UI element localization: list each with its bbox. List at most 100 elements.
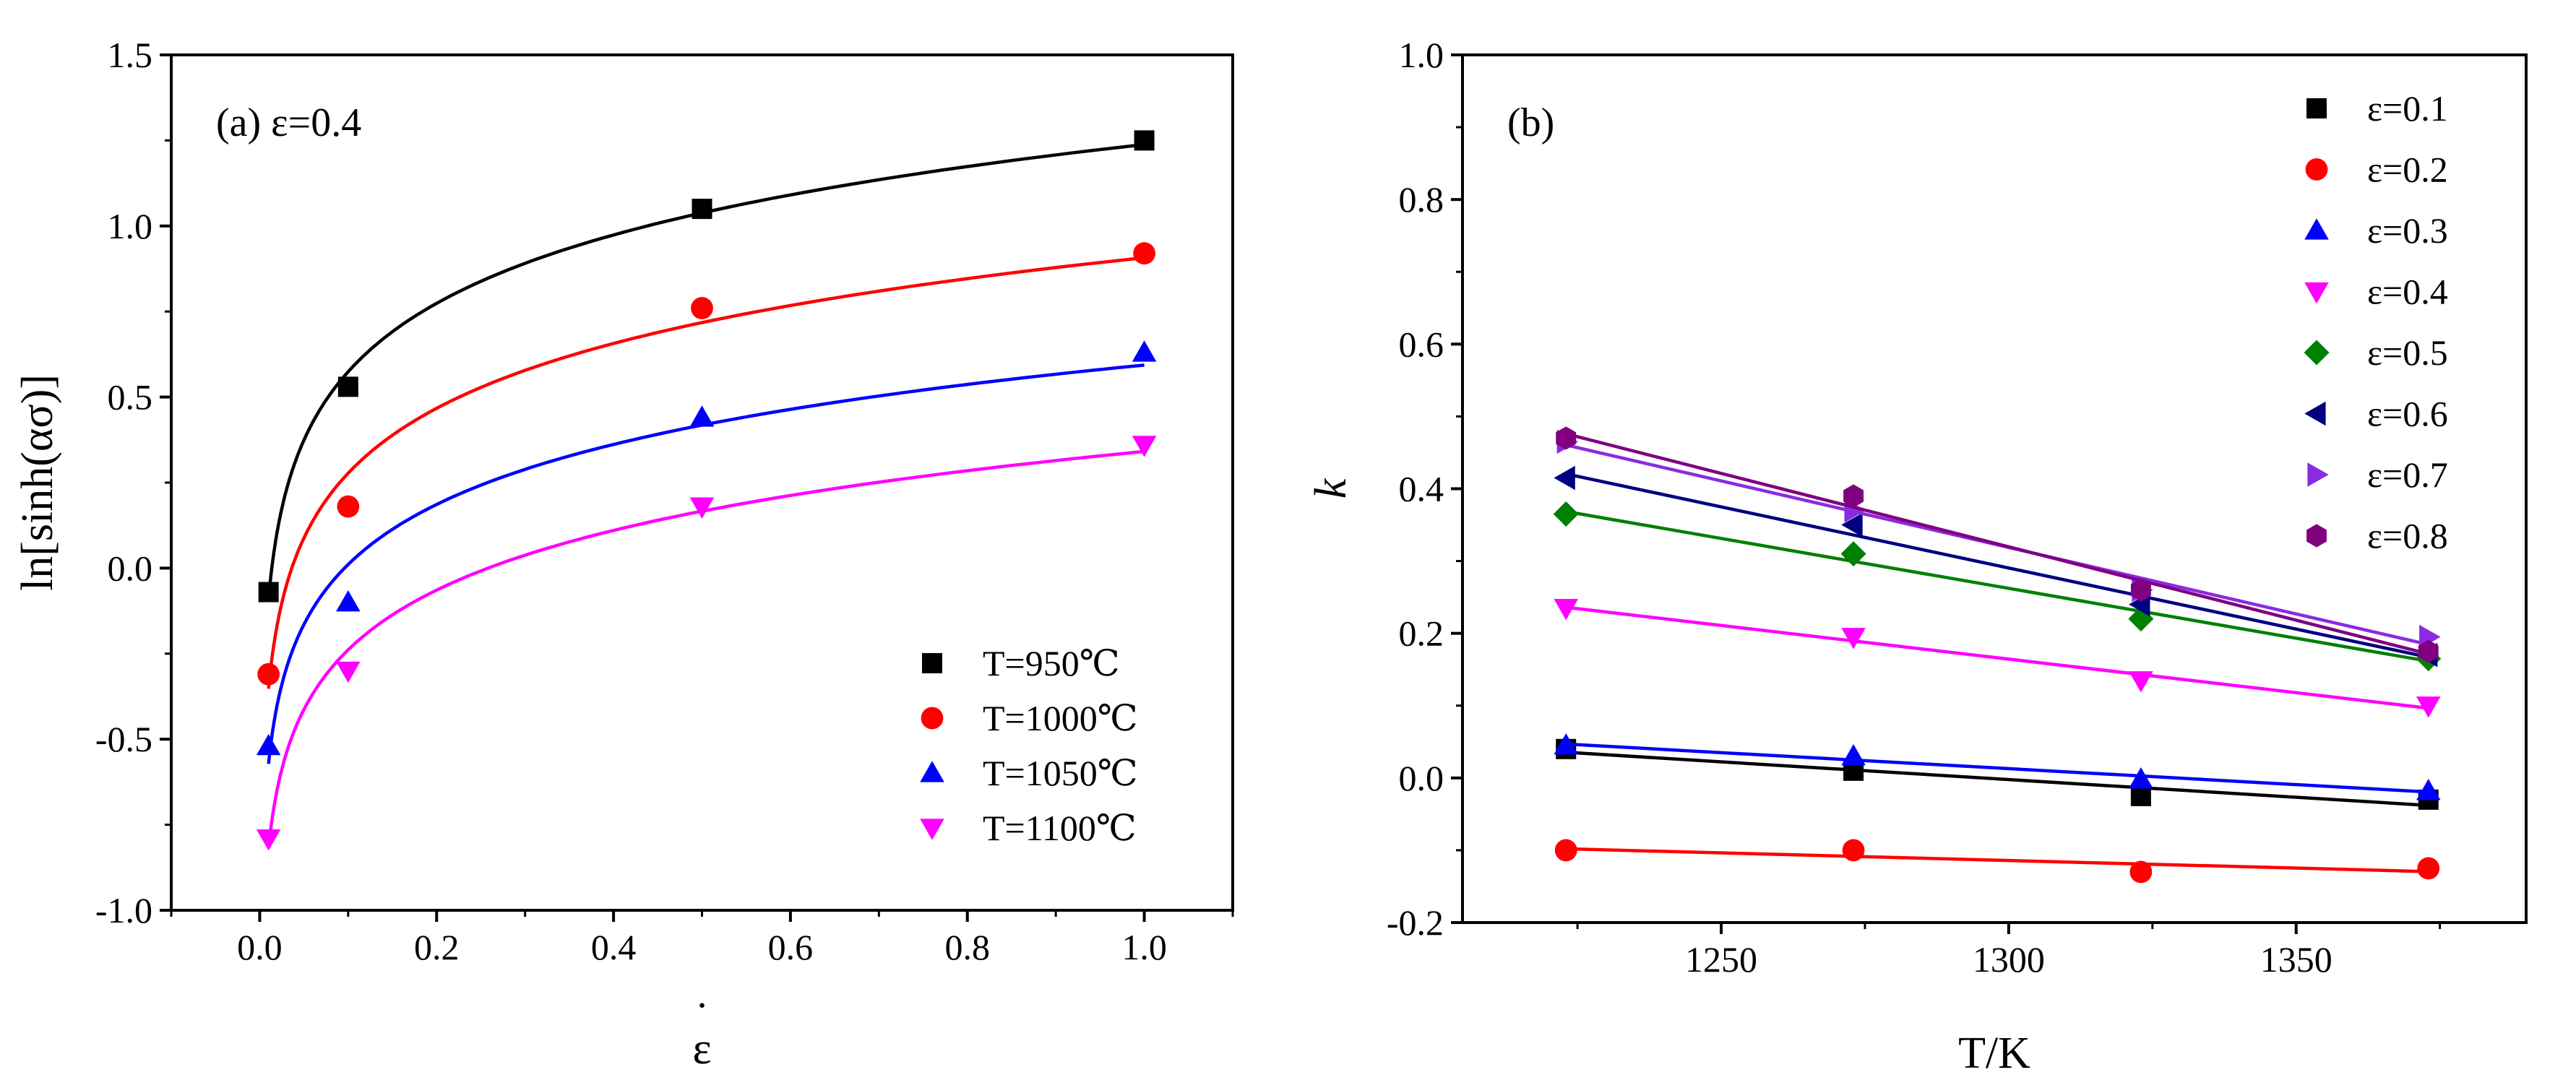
- data-point: [2130, 578, 2151, 602]
- legend-marker: [2305, 158, 2328, 181]
- fit-line: [1566, 847, 2429, 873]
- data-point: [256, 829, 281, 851]
- fit-line: [1565, 472, 2429, 659]
- x-tick-label: 0.0: [237, 927, 283, 967]
- legend-label: ε=0.4: [2367, 272, 2448, 312]
- x-axis-title-dot: ˙: [694, 994, 710, 1043]
- data-point: [1841, 512, 1863, 537]
- data-point: [2416, 779, 2441, 800]
- legend-marker: [2304, 218, 2329, 240]
- legend-marker: [2304, 282, 2329, 304]
- series-3: [256, 436, 1157, 851]
- panel-label: (b): [1507, 100, 1554, 145]
- data-point: [337, 495, 360, 518]
- y-tick-label: -0.2: [1387, 902, 1444, 943]
- data-point: [1132, 436, 1157, 457]
- y-axis-title: ln[sinh(ασ)]: [13, 374, 62, 591]
- data-point: [257, 662, 280, 686]
- data-point: [1132, 340, 1157, 362]
- data-point: [1842, 839, 1865, 862]
- data-point: [1843, 484, 1864, 508]
- fit-line: [1565, 605, 2429, 710]
- data-point: [2416, 696, 2441, 718]
- legend-label: ε=0.2: [2367, 150, 2448, 190]
- y-tick-label: -0.5: [95, 719, 152, 759]
- data-point: [691, 297, 713, 319]
- data-point: [1554, 465, 1575, 491]
- legend-marker: [922, 653, 942, 673]
- y-tick-label: 0.5: [108, 377, 153, 418]
- legend-label: ε=0.1: [2367, 88, 2448, 129]
- legend-label: ε=0.6: [2367, 394, 2448, 434]
- series-4: [1553, 501, 2442, 672]
- legend-label: ε=0.7: [2367, 454, 2448, 495]
- x-tick-label: 1.0: [1121, 927, 1167, 967]
- fit-line: [1565, 432, 2429, 656]
- y-tick-label: 0.6: [1399, 324, 1444, 364]
- series-0: [258, 130, 1155, 603]
- data-point: [1553, 501, 1579, 527]
- x-tick-label: 1300: [1973, 939, 2045, 980]
- chart-panel-a: 0.0 0.2 0.4 0.6 0.8 1.0 -1.0 -0.5 0.0 0.5 1.0 1.5 ε˙…: [13, 35, 1234, 1074]
- y-tick-label: 0.0: [108, 548, 153, 588]
- legend-label: T=1050℃: [983, 753, 1138, 793]
- data-point: [2129, 767, 2153, 789]
- legend-marker: [2307, 462, 2329, 487]
- data-point: [1133, 242, 1155, 265]
- y-tick-label: 1.5: [108, 35, 153, 75]
- data-point: [2129, 671, 2153, 693]
- fit-line: [267, 363, 1145, 764]
- y-tick-label: 0.8: [1399, 179, 1444, 220]
- data-point: [1554, 599, 1579, 621]
- legend-label: ε=0.3: [2367, 210, 2448, 251]
- legend-marker: [2304, 401, 2326, 426]
- x-axis-title: T/K: [1958, 1029, 2030, 1078]
- legend-marker: [921, 707, 944, 730]
- data-point: [1841, 744, 1866, 766]
- x-tick-label: 0.2: [414, 927, 460, 967]
- series-3: [1554, 599, 2441, 718]
- legend-label: ε=0.5: [2367, 332, 2448, 373]
- series-1: [1554, 839, 2440, 884]
- x-axis-title: ε: [692, 1024, 711, 1074]
- data-point: [337, 376, 358, 397]
- fit-line: [267, 142, 1145, 600]
- chart-panel-b: 1250 1300 1350 -0.2 0.0 0.2 0.4 0.6 0.8 1.0 T/K k (b…: [1306, 35, 2528, 1078]
- series-2: [1554, 733, 2441, 800]
- series-7: [1556, 426, 2439, 663]
- legend-label: T=1000℃: [983, 698, 1138, 738]
- legend-label: ε=0.8: [2367, 516, 2448, 556]
- legend-marker: [920, 761, 944, 782]
- data-point: [1556, 426, 1577, 450]
- legend-marker: [2306, 524, 2327, 548]
- series-5: [1554, 465, 2438, 668]
- data-point: [692, 199, 712, 220]
- data-point: [336, 590, 361, 612]
- fit-line: [267, 256, 1145, 689]
- legend-label: T=1100℃: [983, 808, 1137, 848]
- data-point: [2130, 785, 2151, 806]
- series-1: [257, 242, 1155, 689]
- legend-marker: [2304, 340, 2330, 366]
- y-tick-label: 1.0: [1399, 35, 1444, 75]
- legend-marker: [920, 819, 944, 840]
- data-point: [1134, 130, 1155, 151]
- legend-label: T=950℃: [983, 643, 1120, 683]
- data-point: [1554, 839, 1577, 862]
- data-point: [258, 582, 279, 603]
- fit-line: [1565, 509, 2429, 663]
- data-point: [256, 733, 281, 756]
- data-point: [689, 497, 715, 519]
- data-point: [2418, 639, 2439, 663]
- x-tick-label: 0.4: [591, 927, 637, 967]
- x-tick-label: 0.6: [768, 927, 814, 967]
- data-point: [1554, 733, 1579, 755]
- series-2: [256, 340, 1157, 764]
- data-point: [1841, 628, 1866, 649]
- data-point: [2417, 857, 2440, 880]
- x-tick-label: 1250: [1685, 939, 1757, 980]
- panel-label: (a) ε=0.4: [216, 100, 361, 145]
- legend-marker: [2306, 98, 2327, 118]
- x-tick-label: 1350: [2260, 939, 2332, 980]
